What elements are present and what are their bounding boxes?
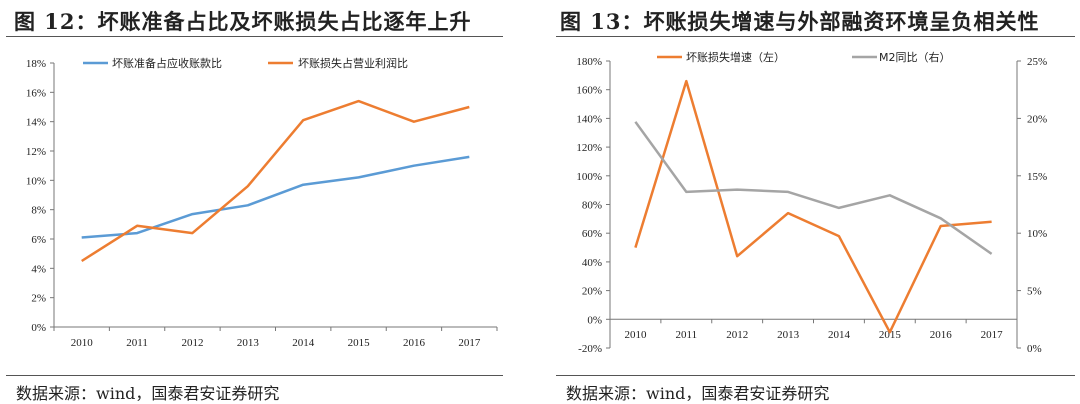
y-tick-label: -20% (578, 343, 602, 355)
y-tick-label: 60% (582, 228, 602, 240)
y-tick-label: 16% (26, 87, 46, 99)
x-tick-label: 2013 (237, 337, 260, 349)
source-note-left: 数据来源：wind，国泰君安证券研究 (16, 384, 280, 403)
x-tick-label: 2015 (348, 337, 371, 349)
series-line-1 (634, 121, 993, 255)
y-tick-label: 0% (587, 314, 602, 326)
y-tick-label: 180% (576, 56, 602, 68)
legend-label-0: 坏账准备占应收账款比 (112, 56, 222, 70)
y2-tick-label: 0% (1027, 343, 1042, 355)
y-tick-label: 18% (26, 58, 46, 70)
x-tick-label: 2014 (828, 329, 851, 341)
y-tick-label: 80% (582, 200, 602, 212)
y2-tick-label: 10% (1027, 228, 1047, 240)
y-tick-label: 14% (26, 117, 46, 129)
legend-label-0: 坏账损失增速（左） (686, 50, 785, 64)
y-tick-label: 8% (31, 205, 46, 217)
source-note-right: 数据来源：wind，国泰君安证券研究 (566, 384, 830, 403)
x-tick-label: 2014 (292, 337, 315, 349)
chart-title-12: 图 12：坏账准备占比及坏账损失占比逐年上升 (14, 9, 472, 34)
x-tick-label: 2010 (71, 337, 94, 349)
title-divider-right (556, 36, 1075, 37)
y-tick-label: 20% (582, 286, 602, 298)
y-tick-label: 4% (31, 263, 46, 275)
x-tick-label: 2011 (126, 337, 148, 349)
x-tick-label: 2012 (181, 337, 203, 349)
source-divider-left (6, 375, 503, 376)
series-line-0 (81, 155, 470, 239)
x-tick-label: 2017 (981, 329, 1004, 341)
x-tick-label: 2010 (624, 329, 647, 341)
y-tick-label: 100% (576, 171, 602, 183)
y-tick-label: 0% (31, 322, 46, 334)
x-tick-label: 2016 (403, 337, 426, 349)
source-divider-right (556, 375, 1075, 376)
x-tick-label: 2017 (458, 337, 481, 349)
y-tick-label: 120% (576, 142, 602, 154)
y-tick-label: 40% (582, 257, 602, 269)
y2-tick-label: 5% (1027, 286, 1042, 298)
y-tick-label: 10% (26, 175, 46, 187)
y2-tick-label: 20% (1027, 113, 1047, 125)
series-line-0 (634, 79, 992, 334)
y-tick-label: 160% (576, 85, 602, 97)
x-tick-label: 2011 (676, 329, 698, 341)
legend-label-1: 坏账损失占营业利润比 (298, 56, 408, 70)
x-tick-label: 2016 (930, 329, 953, 341)
x-tick-label: 2012 (726, 329, 748, 341)
y-tick-label: 6% (31, 234, 46, 246)
y-tick-label: 12% (26, 146, 46, 158)
legend-label-1: M2同比（右） (879, 50, 951, 64)
y-tick-label: 140% (576, 113, 602, 125)
series-line-1 (81, 99, 470, 263)
x-tick-label: 2013 (777, 329, 800, 341)
x-tick-label: 2015 (879, 329, 902, 341)
y-tick-label: 2% (31, 293, 46, 305)
chart-title-13: 图 13：坏账损失增速与外部融资环境呈负相关性 (560, 9, 1040, 34)
y2-tick-label: 25% (1027, 56, 1047, 68)
y2-tick-label: 15% (1027, 171, 1047, 183)
title-divider-left (6, 36, 503, 37)
